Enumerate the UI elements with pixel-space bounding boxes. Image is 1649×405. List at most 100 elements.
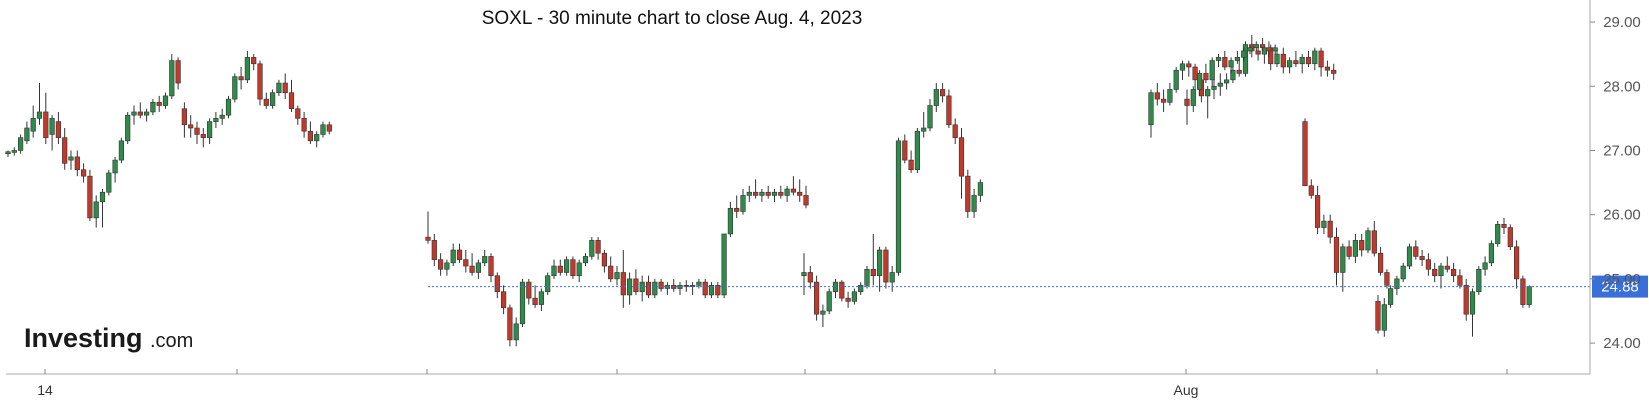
candle-body [608, 265, 614, 280]
candle-body [1266, 47, 1272, 52]
candle [778, 185, 784, 199]
candle [93, 195, 99, 228]
candle [532, 285, 538, 308]
candle-body [1287, 60, 1293, 68]
candle [1331, 63, 1337, 80]
candle-body [507, 307, 513, 341]
candle [1438, 262, 1444, 289]
candle-body [1327, 220, 1333, 238]
candle-body [1321, 220, 1327, 228]
candle-body [790, 188, 796, 193]
candle [55, 111, 61, 145]
candle-body [225, 98, 232, 116]
candle-body [870, 268, 876, 276]
candle [1287, 57, 1293, 74]
candle-body [721, 233, 727, 296]
candle [576, 259, 582, 283]
candle [845, 291, 851, 308]
candle [658, 278, 664, 292]
candle [1526, 285, 1532, 308]
chart-title: SOXL - 30 minute chart to close Aug. 4, … [482, 8, 863, 29]
candle-body [24, 127, 30, 142]
candle [17, 134, 24, 154]
candle-body [1234, 57, 1240, 61]
candle-body [1438, 265, 1444, 276]
candle-body [801, 272, 807, 276]
candle [125, 111, 131, 145]
candle-body [1197, 73, 1203, 90]
candle [807, 266, 813, 289]
candle [1302, 118, 1308, 187]
candle [207, 118, 213, 145]
candle-body [1228, 60, 1234, 68]
candle [1192, 63, 1198, 90]
candle-body [803, 195, 809, 206]
candle [563, 256, 570, 276]
candle [790, 176, 796, 196]
candle-body [81, 169, 87, 177]
candle-body [269, 92, 276, 106]
candle [1476, 266, 1482, 295]
candle [801, 253, 807, 295]
candle-body [633, 278, 639, 293]
candle-body [1333, 236, 1340, 273]
candle-body [595, 240, 601, 254]
candle-body [1315, 195, 1321, 228]
candle [36, 83, 43, 125]
candle [671, 278, 677, 292]
candle-body [494, 275, 500, 293]
candle [708, 282, 715, 299]
candle-body [708, 285, 715, 296]
candle-body [746, 191, 752, 196]
candle [11, 147, 17, 156]
candle-body [1324, 66, 1330, 71]
candle [1352, 233, 1358, 263]
candle-body [538, 291, 544, 305]
candle-body [1167, 89, 1173, 103]
candle [1388, 285, 1394, 308]
candle-body [1384, 272, 1390, 286]
candle-body [1161, 98, 1167, 103]
candle-body [169, 60, 175, 97]
candle [1308, 179, 1314, 199]
candle-body [162, 95, 169, 106]
candle [1161, 89, 1167, 112]
candle [1507, 224, 1513, 250]
candle-body [131, 111, 137, 116]
candle [156, 95, 162, 112]
candle [765, 185, 771, 199]
candle-body [551, 265, 557, 276]
candle-body [257, 63, 263, 100]
candle [30, 105, 36, 138]
candle-body [1520, 278, 1526, 305]
candle-body [946, 95, 952, 126]
candle-body [475, 262, 482, 273]
candle [175, 57, 181, 90]
candle-body [519, 281, 526, 325]
y-tick-label: 29.00 [1603, 14, 1641, 31]
candle [664, 282, 670, 295]
candle-body [702, 281, 708, 296]
candle-body [469, 265, 475, 273]
candle-body [557, 265, 563, 273]
brand-name: Investing [24, 323, 143, 353]
candle-body [30, 118, 36, 132]
candle [1384, 269, 1390, 289]
candle [257, 60, 263, 106]
candle [1413, 240, 1419, 260]
candle [1211, 79, 1217, 100]
candle [181, 102, 188, 138]
candle-body [137, 111, 143, 116]
candle [1400, 262, 1406, 283]
candle-body [1224, 79, 1230, 84]
candle-body [5, 151, 11, 154]
candle [870, 233, 876, 286]
candle-body [1331, 69, 1337, 74]
candle [488, 253, 494, 283]
candle-body [826, 291, 832, 312]
candle [276, 79, 282, 96]
candle [43, 92, 49, 145]
candle [269, 89, 276, 109]
candle-body [1501, 224, 1507, 228]
candle-body [589, 240, 595, 257]
